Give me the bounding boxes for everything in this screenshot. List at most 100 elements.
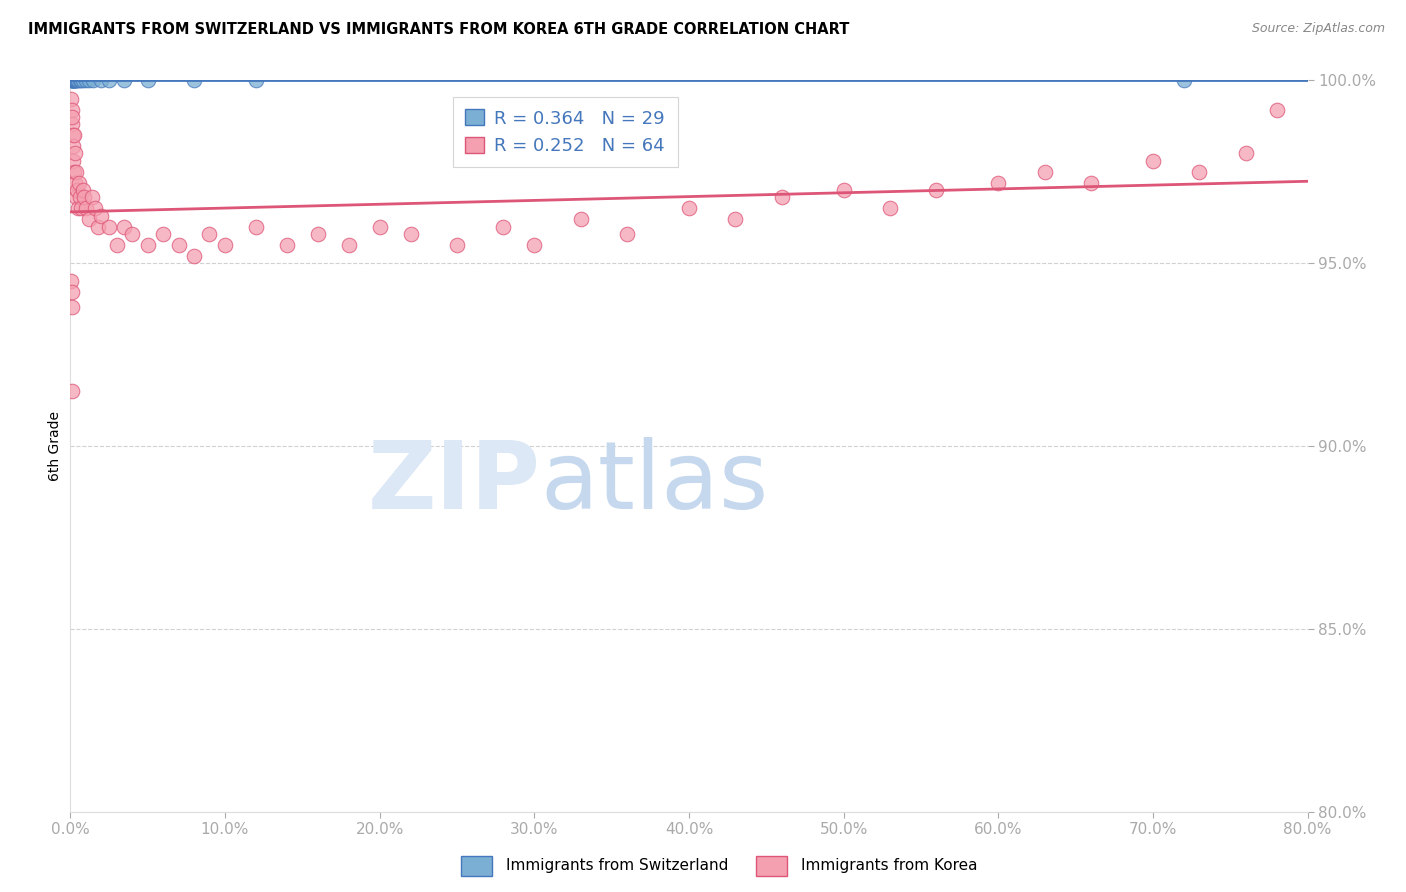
Point (399, 227, 422, 241)
Point (87, 219, 110, 234)
Point (70, 73, 93, 87)
Point (67, 73, 90, 87)
Point (1142, 153, 1164, 168)
Point (65, 73, 87, 87)
Point (60, 300, 83, 314)
Point (167, 237, 190, 252)
Point (65, 164, 87, 178)
Point (90, 209, 112, 223)
Point (770, 190, 793, 204)
Point (569, 212, 592, 227)
Point (724, 212, 747, 227)
Text: Immigrants from Switzerland: Immigrants from Switzerland (506, 858, 728, 872)
Point (60, 274, 83, 288)
Point (214, 237, 236, 252)
Point (60, 384, 83, 398)
Point (832, 183, 855, 197)
Point (114, 219, 135, 234)
Point (276, 237, 298, 252)
Point (63, 73, 86, 87)
Point (65, 73, 87, 87)
Point (183, 73, 205, 87)
Point (75, 202, 97, 216)
Text: Source: ZipAtlas.com: Source: ZipAtlas.com (1251, 22, 1385, 36)
Point (70, 202, 93, 216)
Point (337, 237, 360, 252)
Point (62, 139, 84, 153)
Point (121, 227, 143, 241)
Point (307, 227, 329, 241)
Point (98, 219, 120, 234)
Point (63, 146, 86, 161)
Point (90, 73, 112, 87)
Point (62, 128, 84, 142)
Point (69, 190, 91, 204)
Point (62, 73, 84, 87)
Point (183, 249, 205, 263)
Point (62, 73, 84, 87)
Legend: R = 0.364   N = 29, R = 0.252   N = 64: R = 0.364 N = 29, R = 0.252 N = 64 (453, 96, 678, 168)
Point (72, 73, 94, 87)
Point (1234, 146, 1257, 161)
Y-axis label: 6th Grade: 6th Grade (48, 411, 62, 481)
Point (62, 128, 84, 142)
Point (66, 73, 89, 87)
Point (84, 202, 107, 216)
Point (879, 202, 901, 216)
Point (65, 190, 87, 204)
Point (105, 237, 128, 252)
Point (77, 73, 100, 87)
Point (66, 183, 89, 197)
Point (77, 212, 100, 227)
Text: ZIP: ZIP (367, 436, 540, 529)
Text: IMMIGRANTS FROM SWITZERLAND VS IMMIGRANTS FROM KOREA 6TH GRADE CORRELATION CHART: IMMIGRANTS FROM SWITZERLAND VS IMMIGRANT… (28, 22, 849, 37)
Point (198, 227, 221, 241)
Point (63, 176, 86, 190)
Point (492, 219, 515, 234)
Text: atlas: atlas (540, 436, 769, 529)
Point (72, 183, 94, 197)
Point (75, 73, 97, 87)
Point (73, 190, 96, 204)
Point (616, 227, 638, 241)
Point (60, 73, 83, 87)
Point (60, 103, 83, 117)
Point (678, 202, 700, 216)
Point (245, 219, 267, 234)
Point (1188, 164, 1211, 178)
Point (60, 117, 83, 131)
Point (82, 73, 105, 87)
Point (136, 237, 159, 252)
Point (60, 73, 83, 87)
Point (60, 73, 83, 87)
Point (1265, 103, 1288, 117)
Point (62, 73, 84, 87)
Point (67, 176, 90, 190)
Point (114, 73, 135, 87)
Point (60, 91, 83, 105)
Text: Immigrants from Korea: Immigrants from Korea (801, 858, 979, 872)
Point (1173, 73, 1195, 87)
Point (987, 176, 1010, 190)
Point (136, 73, 159, 87)
Point (368, 219, 391, 234)
Point (67, 202, 90, 216)
Point (60, 285, 83, 300)
Point (60, 110, 83, 124)
Point (63, 73, 86, 87)
Point (62, 153, 84, 168)
Point (245, 73, 267, 87)
Point (80, 190, 103, 204)
Point (62, 73, 84, 87)
Point (1080, 176, 1102, 190)
Point (446, 237, 468, 252)
Point (152, 227, 174, 241)
Point (62, 73, 84, 87)
Point (1033, 164, 1056, 178)
Point (69, 73, 91, 87)
Point (63, 164, 86, 178)
Point (925, 183, 948, 197)
Point (60, 73, 83, 87)
Point (63, 73, 86, 87)
Point (523, 237, 546, 252)
